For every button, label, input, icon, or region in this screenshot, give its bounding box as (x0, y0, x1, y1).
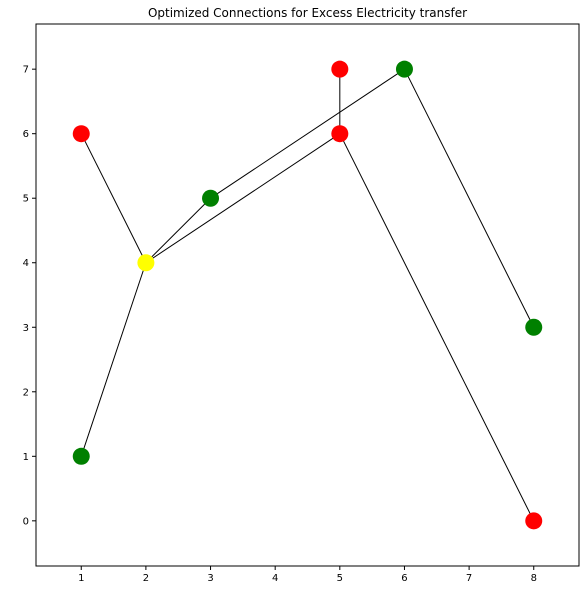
y-axis: 0 1 2 3 4 5 6 7 (23, 65, 36, 527)
edge-line (80, 133, 147, 263)
node-point (525, 318, 543, 336)
x-axis: 1 2 3 4 5 6 7 8 (78, 566, 537, 584)
node-point (202, 189, 220, 207)
node-point (395, 60, 413, 78)
chart-title: Optimized Connections for Excess Electri… (148, 6, 467, 20)
node-layer (72, 60, 543, 530)
node-point (72, 125, 90, 143)
y-tick-label: 0 (23, 516, 29, 527)
y-tick-label: 4 (23, 258, 29, 269)
x-tick-label: 8 (531, 573, 537, 584)
edge-layer (80, 68, 535, 522)
x-tick-label: 6 (401, 573, 407, 584)
x-tick-label: 1 (78, 573, 84, 584)
x-tick-label: 2 (143, 573, 149, 584)
edge-line (80, 262, 147, 457)
y-tick-label: 2 (23, 387, 29, 398)
edge-line (210, 68, 405, 199)
y-tick-label: 7 (23, 65, 29, 76)
node-point (331, 125, 349, 143)
y-tick-label: 5 (23, 194, 29, 205)
plot-frame (35, 23, 580, 567)
y-tick-label: 6 (23, 129, 29, 140)
node-point (331, 60, 349, 78)
node-point (137, 254, 155, 272)
edge-line (339, 133, 535, 522)
y-tick-label: 1 (23, 452, 29, 463)
node-point (525, 512, 543, 530)
x-tick-label: 5 (337, 573, 343, 584)
x-tick-label: 7 (466, 573, 472, 584)
y-tick-label: 3 (23, 323, 29, 334)
x-tick-label: 3 (207, 573, 213, 584)
edge-line (404, 68, 535, 328)
edge-line (145, 133, 341, 264)
node-point (72, 447, 90, 465)
x-tick-label: 4 (272, 573, 278, 584)
edge-line (145, 197, 211, 264)
